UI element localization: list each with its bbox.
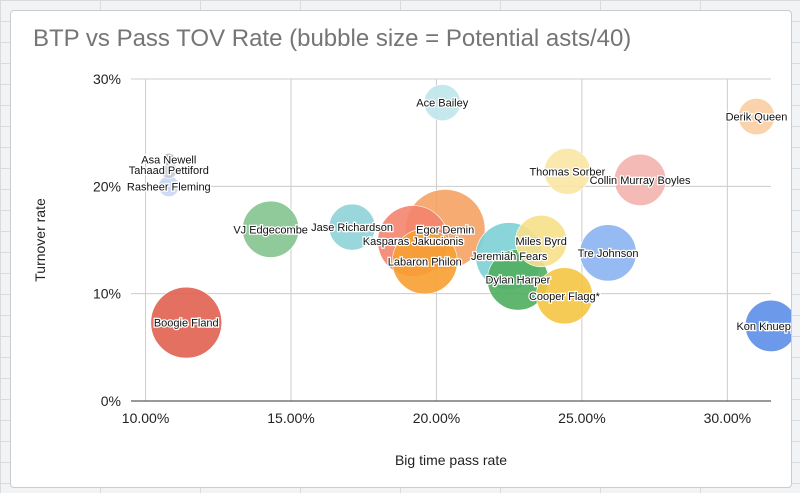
- bubble-data-label: VJ Edgecombe: [233, 224, 308, 236]
- y-tick-label: 0%: [101, 393, 121, 409]
- y-tick-label: 10%: [93, 286, 121, 302]
- y-tick-label: 20%: [93, 178, 121, 194]
- bubble-data-label: Kasparas Jakucionis: [363, 236, 464, 248]
- bubble-point: [737, 98, 775, 136]
- x-tick-label: 30.00%: [704, 410, 751, 426]
- bubble-point: [744, 299, 791, 352]
- x-tick-label: 15.00%: [267, 410, 314, 426]
- chart-card[interactable]: BTP vs Pass TOV Rate (bubble size = Pote…: [10, 10, 792, 488]
- bubble-point: [535, 267, 593, 325]
- bubble-data-label: Labaron Philon: [388, 256, 462, 268]
- x-tick-label: 25.00%: [558, 410, 605, 426]
- bubble-point: [579, 224, 637, 282]
- bubble-data-label: Jase Richardson: [311, 222, 393, 234]
- bubble-data-label: Jeremiah Fears: [471, 251, 548, 263]
- bubble-point: [242, 200, 300, 258]
- bubble-data-label: Dylan Harper: [486, 275, 551, 287]
- bubble-data-label: Tre Johnson: [578, 248, 639, 260]
- bubble-data-label: Rasheer Fleming: [127, 181, 211, 193]
- y-axis-title: Turnover rate: [32, 198, 48, 282]
- bubble-data-label: Tahaad Pettiford: [129, 165, 209, 177]
- bubble-data-label: Thomas Sorber: [529, 166, 605, 178]
- bubble-point: [328, 203, 376, 251]
- bubble-data-label: Collin Murray Boyles: [590, 175, 691, 187]
- x-tick-label: 10.00%: [122, 410, 169, 426]
- bubble-point: [614, 153, 667, 206]
- bubble-data-label: Ace Bailey: [416, 98, 468, 110]
- bubble-point: [162, 152, 176, 167]
- chart-title: BTP vs Pass TOV Rate (bubble size = Pote…: [33, 25, 632, 52]
- bubble-data-label: Egor Demin: [416, 224, 474, 236]
- bubble-data-label: Miles Byrd: [516, 236, 567, 248]
- bubble-data-label: Cooper Flagg*: [529, 291, 601, 303]
- bubble-data-label: Boogie Fland: [154, 318, 219, 330]
- y-tick-label: 30%: [93, 71, 121, 87]
- bubble-data-label: Derik Queen: [726, 112, 788, 124]
- bubble-point: [544, 148, 591, 195]
- bubble-point: [515, 215, 568, 268]
- x-tick-label: 20.00%: [413, 410, 460, 426]
- bubble-point: [423, 84, 461, 122]
- bubbles: [150, 84, 791, 359]
- bubble-point: [391, 228, 458, 295]
- bubble-data-label: Asa Newell: [141, 155, 196, 167]
- bubble-data-label: Kon Knueppel: [736, 321, 791, 333]
- x-axis-title: Big time pass rate: [395, 452, 507, 468]
- axis-ticks: 10.00% 15.00% 20.00% 25.00% 30.00% 0% 10% 20% 30…: [93, 71, 751, 426]
- bubble-point: [150, 286, 223, 359]
